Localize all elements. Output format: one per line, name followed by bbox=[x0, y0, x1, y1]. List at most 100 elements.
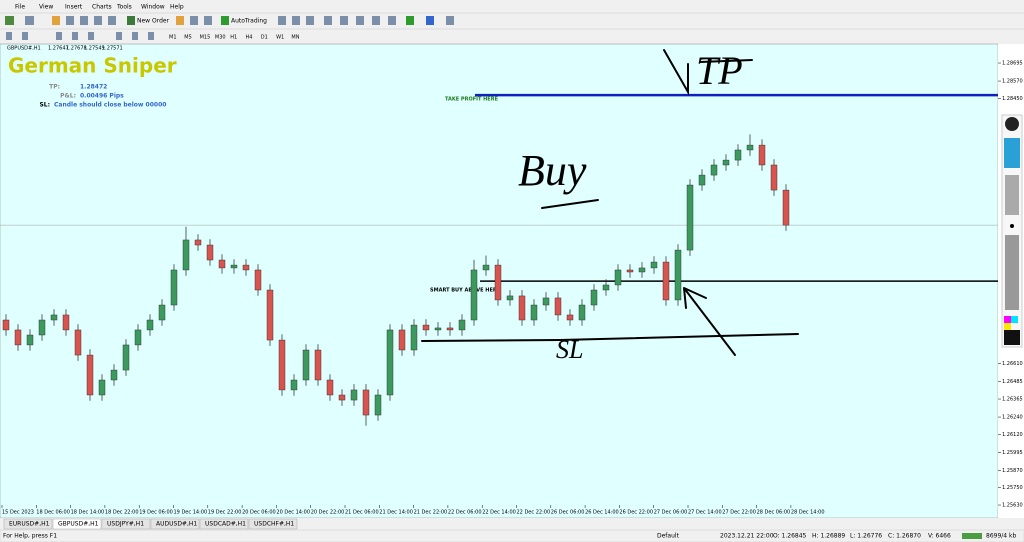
right-toolbar bbox=[1001, 114, 1023, 348]
x-tick-label: 26 Dec 14:00 bbox=[585, 510, 619, 516]
candle-body bbox=[110, 369, 118, 381]
icon bbox=[108, 16, 116, 25]
icon bbox=[221, 16, 229, 25]
menu-item[interactable]: Charts bbox=[92, 4, 112, 11]
tab[interactable] bbox=[52, 518, 102, 530]
tp-arrow bbox=[663, 49, 689, 96]
icon bbox=[292, 16, 300, 25]
status-volume: V: 6466 bbox=[928, 533, 951, 540]
tab[interactable] bbox=[150, 518, 200, 530]
autotrading-button[interactable]: AutoTrading bbox=[231, 18, 267, 25]
timeframe-button[interactable]: H1 bbox=[230, 35, 237, 41]
candle-body bbox=[506, 295, 514, 301]
menu-bar: File View Insert Charts Tools Window Help bbox=[15, 4, 184, 11]
timeframe-button[interactable]: M1 bbox=[169, 35, 177, 41]
tab[interactable] bbox=[199, 518, 249, 530]
tab[interactable] bbox=[3, 518, 53, 530]
take-profit-label: TAKE PROFIT HERE bbox=[445, 97, 499, 103]
x-tick-label: 27 Dec 06:00 bbox=[654, 510, 688, 516]
x-tick-label: 28 Dec 14:00 bbox=[791, 510, 825, 516]
timeframe-button[interactable]: M30 bbox=[215, 35, 226, 41]
x-tick-label: 19 Dec 22:00 bbox=[208, 510, 242, 516]
tab-label[interactable]: EURUSD#,H1 bbox=[9, 521, 50, 528]
menu-item[interactable]: Tools bbox=[116, 4, 132, 11]
menu-item[interactable]: Help bbox=[170, 4, 184, 11]
tool-icon[interactable] bbox=[1011, 316, 1018, 323]
x-tick-label: 22 Dec 22:00 bbox=[517, 510, 551, 516]
menu-item[interactable]: File bbox=[15, 4, 25, 11]
tab[interactable] bbox=[101, 518, 151, 530]
candle-body bbox=[290, 379, 298, 391]
candle-body bbox=[650, 261, 658, 269]
x-tick-label: 18 Dec 22:00 bbox=[105, 510, 139, 516]
x-tick-label: 27 Dec 22:00 bbox=[722, 510, 756, 516]
tool-icon[interactable] bbox=[1004, 138, 1020, 168]
y-tick-label: 1.26485 bbox=[1002, 379, 1023, 385]
menu-item[interactable]: Insert bbox=[65, 4, 83, 11]
sl-line bbox=[421, 333, 799, 342]
tab-label[interactable]: GBPUSD#,H1 bbox=[58, 521, 99, 528]
candle-body bbox=[566, 314, 574, 321]
candle-body bbox=[74, 329, 82, 356]
candle-body bbox=[242, 264, 250, 271]
icon bbox=[324, 16, 332, 25]
timeframe-button[interactable]: W1 bbox=[276, 35, 284, 41]
timeframe-button[interactable]: MN bbox=[291, 35, 299, 41]
icon bbox=[52, 16, 60, 25]
timeframe-button[interactable]: M5 bbox=[184, 35, 192, 41]
tool-icon[interactable] bbox=[1004, 330, 1020, 345]
icon bbox=[94, 16, 102, 25]
x-tick-label: 18 Dec 14:00 bbox=[71, 510, 105, 516]
menu-item[interactable]: Window bbox=[141, 4, 165, 11]
candle-body bbox=[50, 314, 58, 321]
candle-body bbox=[266, 289, 274, 341]
y-tick-label: 1.28695 bbox=[1002, 61, 1023, 67]
tab-label[interactable]: AUDUSD#,H1 bbox=[156, 521, 197, 528]
candle-body bbox=[494, 264, 502, 301]
candle-body bbox=[770, 164, 778, 191]
tab-label[interactable]: USDCHF#,H1 bbox=[254, 521, 294, 528]
timeframe-button[interactable]: M15 bbox=[200, 35, 211, 41]
candle-body bbox=[62, 314, 70, 331]
tool-icon[interactable] bbox=[1005, 235, 1019, 310]
plot: 1.28695 1.28570 1.28450 1.26610 1.26485 1.263… bbox=[0, 61, 1023, 516]
candle-body bbox=[278, 339, 286, 391]
candle-body bbox=[554, 297, 562, 316]
connection-indicator bbox=[962, 533, 982, 539]
x-tick-label: 28 Dec 06:00 bbox=[757, 510, 791, 516]
x-tick-label: 26 Dec 22:00 bbox=[619, 510, 653, 516]
icon bbox=[66, 16, 74, 25]
icon bbox=[132, 32, 138, 40]
candle-body bbox=[206, 244, 214, 261]
timeframe-button[interactable]: D1 bbox=[261, 35, 268, 41]
tab-label[interactable]: USDCAD#,H1 bbox=[205, 521, 246, 528]
icon bbox=[190, 16, 198, 25]
menu-item[interactable]: View bbox=[39, 4, 53, 11]
tool-icon[interactable] bbox=[1005, 117, 1019, 131]
candle-body bbox=[386, 329, 394, 396]
tool-icon[interactable] bbox=[1004, 316, 1011, 323]
tool-icon[interactable] bbox=[1004, 323, 1011, 330]
candle-body bbox=[98, 379, 106, 396]
tool-icon[interactable] bbox=[1010, 224, 1014, 228]
tool-icon[interactable] bbox=[1005, 175, 1019, 215]
icon bbox=[22, 32, 28, 40]
tab-label[interactable]: USDJPY#,H1 bbox=[107, 521, 144, 528]
candle-body bbox=[458, 319, 466, 331]
new-order-button[interactable]: New Order bbox=[137, 18, 170, 25]
status-profile: Default bbox=[657, 533, 680, 540]
tab[interactable] bbox=[248, 518, 298, 530]
candle-body bbox=[134, 329, 142, 346]
chrome-top bbox=[0, 0, 1024, 44]
candle-body bbox=[362, 389, 370, 416]
candle-body bbox=[26, 334, 34, 346]
status-traffic: 8699/4 kb bbox=[986, 533, 1016, 540]
x-tick-label: 22 Dec 06:00 bbox=[448, 510, 482, 516]
x-tick-label: 19 Dec 14:00 bbox=[174, 510, 208, 516]
x-tick-label: 21 Dec 06:00 bbox=[345, 510, 379, 516]
y-tick-label: 1.28570 bbox=[1002, 79, 1023, 85]
buy-arrow bbox=[683, 287, 736, 356]
timeframe-button[interactable]: H4 bbox=[246, 35, 253, 41]
candle-body bbox=[482, 264, 490, 271]
